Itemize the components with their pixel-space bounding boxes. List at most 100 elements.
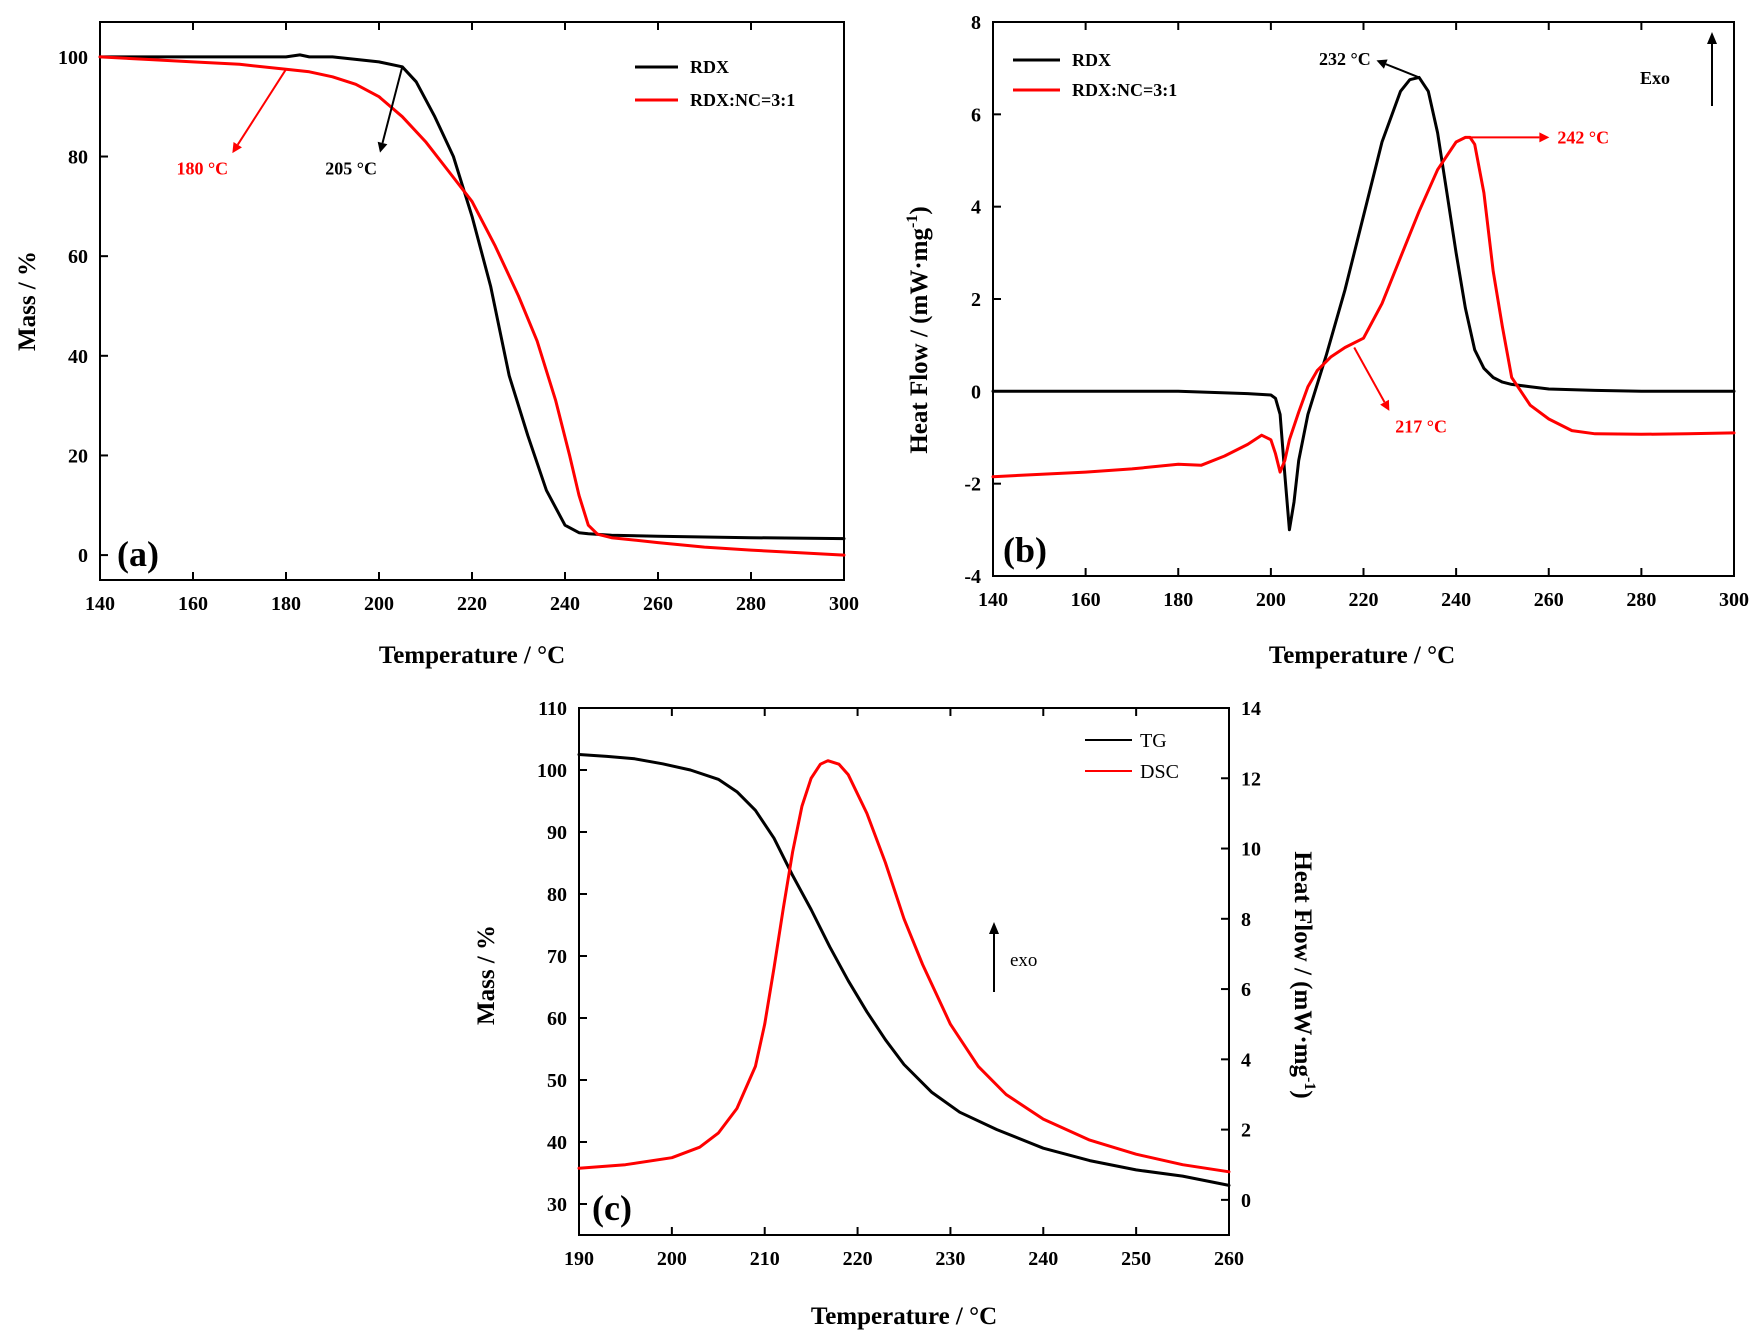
x-tick-label: 160 — [1071, 589, 1101, 611]
exo-indicator-b: Exo — [1640, 32, 1717, 106]
annotation-b-0-arrow — [1385, 63, 1420, 79]
series-tg-c — [577, 753, 1231, 1187]
y-tick-label: 40 — [68, 346, 88, 368]
panel-label-b: (b) — [1003, 530, 1047, 570]
x-tick-label: 260 — [643, 593, 673, 615]
annotation-b-2-arrow — [1353, 346, 1386, 403]
series-dsc-c — [577, 759, 1231, 1174]
annotation-b-2-arrowhead — [1380, 399, 1390, 411]
annotation-b-1-label: 242 °C — [1557, 127, 1609, 147]
y2-tick-label: 12 — [1241, 768, 1261, 790]
y2-tick-label: 4 — [1241, 1049, 1251, 1071]
x-axis-label-a: Temperature / °C — [379, 642, 565, 669]
y-tick-label: 60 — [68, 246, 88, 268]
x-tick-label: 230 — [935, 1248, 965, 1270]
legend-label-rdx-a: RDX — [690, 57, 729, 77]
y2-tick-label: 2 — [1241, 1120, 1251, 1142]
y-axis-label-b-main: Heat Flow / (mW·mg — [906, 228, 933, 454]
y2-tick-label: 8 — [1241, 909, 1251, 931]
y-tick-label: 40 — [547, 1132, 567, 1154]
y-tick-label: 60 — [547, 1008, 567, 1030]
x-tick-label: 240 — [1441, 589, 1471, 611]
exo-label-b: Exo — [1640, 68, 1670, 88]
curves-b — [991, 75, 1736, 532]
x-tick-label: 300 — [829, 593, 859, 615]
y2-tick-label: 0 — [1241, 1190, 1251, 1212]
axis-ticks-c: 190 200 210 220 230 240 250 2603040506070809010… — [537, 698, 1261, 1270]
x-tick-label: 190 — [564, 1248, 594, 1270]
series-rdx-b — [991, 75, 1736, 532]
legend-label-rdxnc-b: RDX:NC=3:1 — [1072, 80, 1177, 100]
x-tick-label: 160 — [178, 593, 208, 615]
x-tick-label: 200 — [364, 593, 394, 615]
y-tick-label: -2 — [964, 474, 981, 496]
y-axis-label-a: Mass / % — [14, 251, 41, 351]
x-tick-label: 260 — [1534, 589, 1564, 611]
y-tick-label: 0 — [971, 381, 981, 403]
y-tick-label: 90 — [547, 822, 567, 844]
y-tick-label: 2 — [971, 289, 981, 311]
annotation-a-0-arrow — [236, 68, 287, 146]
annotation-a-1-arrowhead — [377, 141, 388, 153]
legend-label-dsc-c: DSC — [1140, 761, 1179, 783]
x-axis-label-b: Temperature / °C — [1269, 642, 1455, 669]
legend-a: RDX RDX:NC=3:1 — [635, 57, 795, 110]
series-rdxnc-a — [98, 55, 846, 557]
annotation-a-0-arrowhead — [232, 142, 242, 154]
annotations-a: 180 °C 205 °C — [176, 66, 404, 179]
exo-label-c: exo — [1010, 950, 1037, 971]
x-tick-label: 280 — [736, 593, 766, 615]
annotation-b-0-arrowhead — [1376, 59, 1388, 69]
legend-b: RDX RDX:NC=3:1 — [1013, 50, 1177, 100]
x-tick-label: 240 — [1028, 1248, 1058, 1270]
y2-axis-label-c-sup: -1 — [1301, 1077, 1318, 1090]
y-tick-label: 0 — [78, 545, 88, 567]
y-tick-label: 100 — [58, 47, 88, 69]
panel-label-c: (c) — [592, 1188, 632, 1228]
y-tick-label: 80 — [547, 884, 567, 906]
legend-c: TG DSC — [1085, 730, 1179, 783]
x-tick-label: 220 — [843, 1248, 873, 1270]
y-axis-label-b-end: ) — [906, 206, 933, 214]
panel-label-a: (a) — [117, 534, 159, 574]
x-tick-label: 180 — [271, 593, 301, 615]
y2-tick-label: 10 — [1241, 839, 1261, 861]
y-tick-label: 8 — [971, 12, 981, 34]
annotation-b-0-label: 232 °C — [1319, 49, 1371, 69]
annotation-a-1-label: 205 °C — [325, 159, 377, 179]
y-axis-label-b-sup: -1 — [904, 215, 921, 228]
y-tick-label: 6 — [971, 104, 981, 126]
x-tick-label: 220 — [1349, 589, 1379, 611]
y-tick-label: 110 — [538, 698, 567, 720]
x-tick-label: 200 — [1256, 589, 1286, 611]
x-axis-label-c: Temperature / °C — [811, 1303, 997, 1330]
y-tick-label: 80 — [68, 147, 88, 169]
y-tick-label: 100 — [537, 760, 567, 782]
y-tick-label: 50 — [547, 1070, 567, 1092]
x-tick-label: 240 — [550, 593, 580, 615]
annotation-b-2-label: 217 °C — [1395, 416, 1447, 436]
legend-label-rdxnc-a: RDX:NC=3:1 — [690, 90, 795, 110]
y-tick-label: 30 — [547, 1194, 567, 1216]
annotation-a-0-label: 180 °C — [176, 159, 228, 179]
x-tick-label: 260 — [1214, 1248, 1244, 1270]
y-axis-label-c: Mass / % — [473, 925, 500, 1025]
exo-arrowhead-b — [1707, 32, 1717, 44]
y2-axis-label-c-end: ) — [1289, 1090, 1316, 1098]
curves-a — [98, 53, 846, 557]
y-tick-label: 4 — [971, 197, 981, 219]
annotation-a-1-arrow — [381, 66, 404, 144]
y-axis-label-b: Heat Flow / (mW·mg-1) — [904, 206, 933, 453]
exo-arrowhead-c — [989, 922, 999, 934]
curves-c — [577, 753, 1231, 1187]
y2-axis-label-c: Heat Flow / (mW·mg-1) — [1289, 851, 1318, 1098]
annotations-b: 232 °C 242 °C 217 °C — [1319, 49, 1609, 436]
y2-tick-label: 6 — [1241, 979, 1251, 1001]
y-tick-label: -4 — [964, 566, 981, 588]
y-tick-label: 20 — [68, 445, 88, 467]
axis-ticks-b: 140 160 180 200 220 240 260 280 300 -4 -2 0 2 4 6 8 — [964, 12, 1749, 611]
x-tick-label: 220 — [457, 593, 487, 615]
panel-c: 190 200 210 220 230 240 250 2603040506070809010… — [473, 698, 1318, 1330]
annotation-b-1-arrowhead — [1539, 132, 1550, 143]
